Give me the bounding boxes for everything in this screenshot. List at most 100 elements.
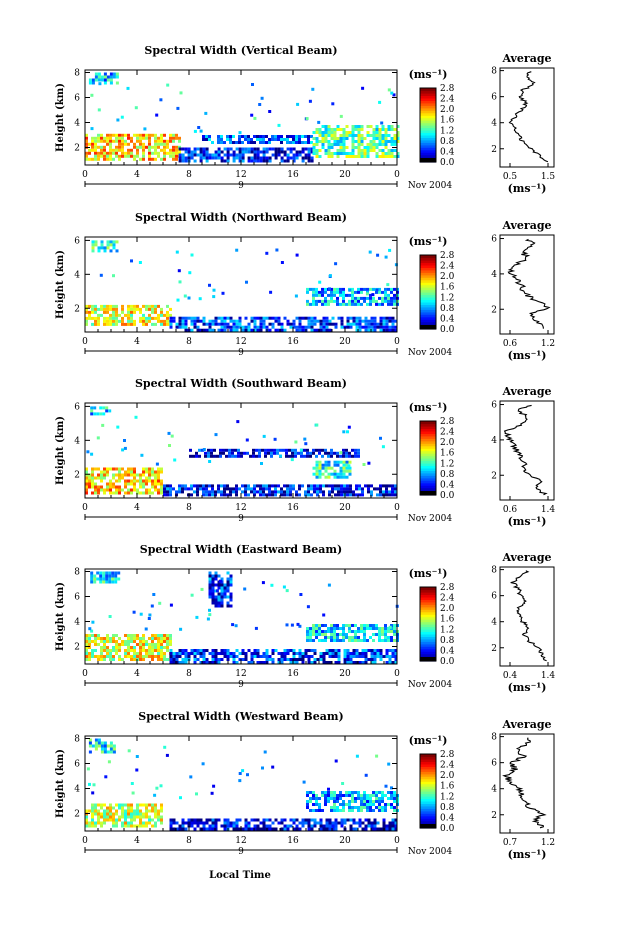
heatmap-cell [133, 470, 136, 474]
heatmap-cell [292, 827, 296, 831]
heatmap-cell [258, 451, 261, 455]
heatmap-cell [271, 484, 274, 488]
heatmap-cell [148, 476, 151, 480]
colorbar-segment [420, 115, 436, 119]
heatmap-cell [220, 150, 224, 154]
heatmap-cell [247, 328, 251, 332]
heatmap-cell [97, 637, 100, 640]
heatmap-cell [264, 448, 267, 452]
heatmap-cell [256, 147, 260, 151]
heatmap-cell [288, 454, 291, 458]
heatmap-cell [333, 460, 337, 464]
heatmap-cell [333, 794, 336, 797]
heatmap-cell [310, 325, 314, 329]
heatmap-cell [345, 146, 349, 149]
heatmap-cell [226, 586, 230, 590]
heatmap-cell [337, 655, 341, 658]
heatmap-cell [378, 636, 381, 639]
heatmap-cell [357, 636, 360, 639]
heatmap-cell [136, 637, 139, 640]
panels: Spectral Width (Vertical Beam)0 4 8 12 16 20 0… [55, 44, 555, 861]
heatmap-cell [178, 652, 182, 655]
heatmap-cell [271, 765, 275, 769]
heatmap-cell [253, 153, 257, 157]
heatmap-cell [340, 821, 344, 825]
colorbar-tick-label: 2.4 [440, 428, 455, 438]
heatmap-cell [232, 661, 236, 664]
heatmap-cell [351, 131, 355, 134]
heatmap-cell [325, 827, 329, 831]
heatmap-cell [91, 485, 94, 489]
heatmap-cell [103, 473, 106, 477]
heatmap-cell [289, 322, 293, 326]
heatmap-cell [202, 490, 205, 494]
heatmap-cell [202, 824, 206, 828]
heatmap-cell [324, 287, 327, 291]
heatmap-cell [367, 658, 371, 661]
heatmap-cell [231, 448, 234, 452]
heatmap-cell [244, 487, 247, 491]
heatmap-cell [100, 646, 103, 649]
heatmap-cell [112, 649, 115, 652]
heatmap-cell [121, 821, 124, 825]
heatmap-cell [103, 646, 106, 649]
heatmap-cell [190, 649, 194, 652]
heatmap-cell [97, 634, 100, 637]
heatmap-cell [333, 463, 337, 467]
heatmap-cell [283, 150, 287, 154]
heatmap-cell [181, 316, 185, 320]
heatmap-cell [366, 143, 370, 146]
heatmap-cell [97, 151, 100, 155]
colorbar-tick-label: 0.8 [440, 470, 455, 480]
heatmap-cell [226, 604, 230, 608]
heatmap-cell [205, 328, 209, 332]
heatmap-cell [372, 624, 375, 627]
heatmap-cell [98, 82, 102, 86]
heatmap-cell [370, 322, 374, 326]
heatmap-cell [349, 322, 353, 326]
heatmap-cell [202, 150, 206, 154]
heatmap-cell [301, 150, 305, 154]
heatmap-cell [285, 623, 289, 627]
heatmap-cell [208, 583, 212, 587]
heatmap-cell [292, 138, 295, 141]
heatmap-cell [94, 151, 97, 155]
heatmap-cell [160, 815, 163, 819]
heatmap-cell [321, 131, 325, 134]
colorbar-tick-label: 0.4 [440, 480, 455, 490]
heatmap-cell [276, 448, 279, 452]
heatmap-cell [354, 791, 357, 794]
heatmap-cell [352, 316, 356, 320]
heatmap-cell [325, 821, 329, 825]
heatmap-cell [103, 741, 107, 745]
colorbar-segment [420, 803, 436, 807]
heatmap-cell [121, 815, 124, 819]
heatmap-cell [390, 149, 394, 152]
heatmap-cell [160, 640, 163, 643]
heatmap-cell [244, 652, 248, 655]
heatmap-cell [291, 448, 294, 452]
heatmap-cell [256, 156, 260, 160]
heatmap-cell [364, 652, 368, 655]
heatmap-cell [342, 463, 346, 467]
heatmap-cell [94, 491, 97, 495]
colorbar-tick-label: 0.0 [440, 325, 455, 335]
heatmap-cell [351, 134, 355, 137]
heatmap-cell [349, 487, 352, 491]
heatmap-cell [252, 454, 255, 458]
heatmap-cell [121, 448, 125, 452]
heatmap-cell [313, 818, 317, 822]
colorbar-segment [420, 325, 436, 329]
heatmap-cell [232, 824, 236, 828]
heatmap-cell [351, 454, 354, 458]
heatmap-cell [375, 791, 378, 794]
heatmap-cell [205, 484, 208, 488]
heatmap-cell [108, 409, 112, 413]
heatmap-cell [142, 136, 145, 140]
heatmap-cell [211, 592, 215, 596]
heatmap-cell [378, 131, 382, 134]
heatmap-cell [372, 639, 375, 642]
colorbar-segment [420, 127, 436, 131]
heatmap-cell [160, 818, 163, 822]
heatmap-cell [238, 159, 242, 163]
